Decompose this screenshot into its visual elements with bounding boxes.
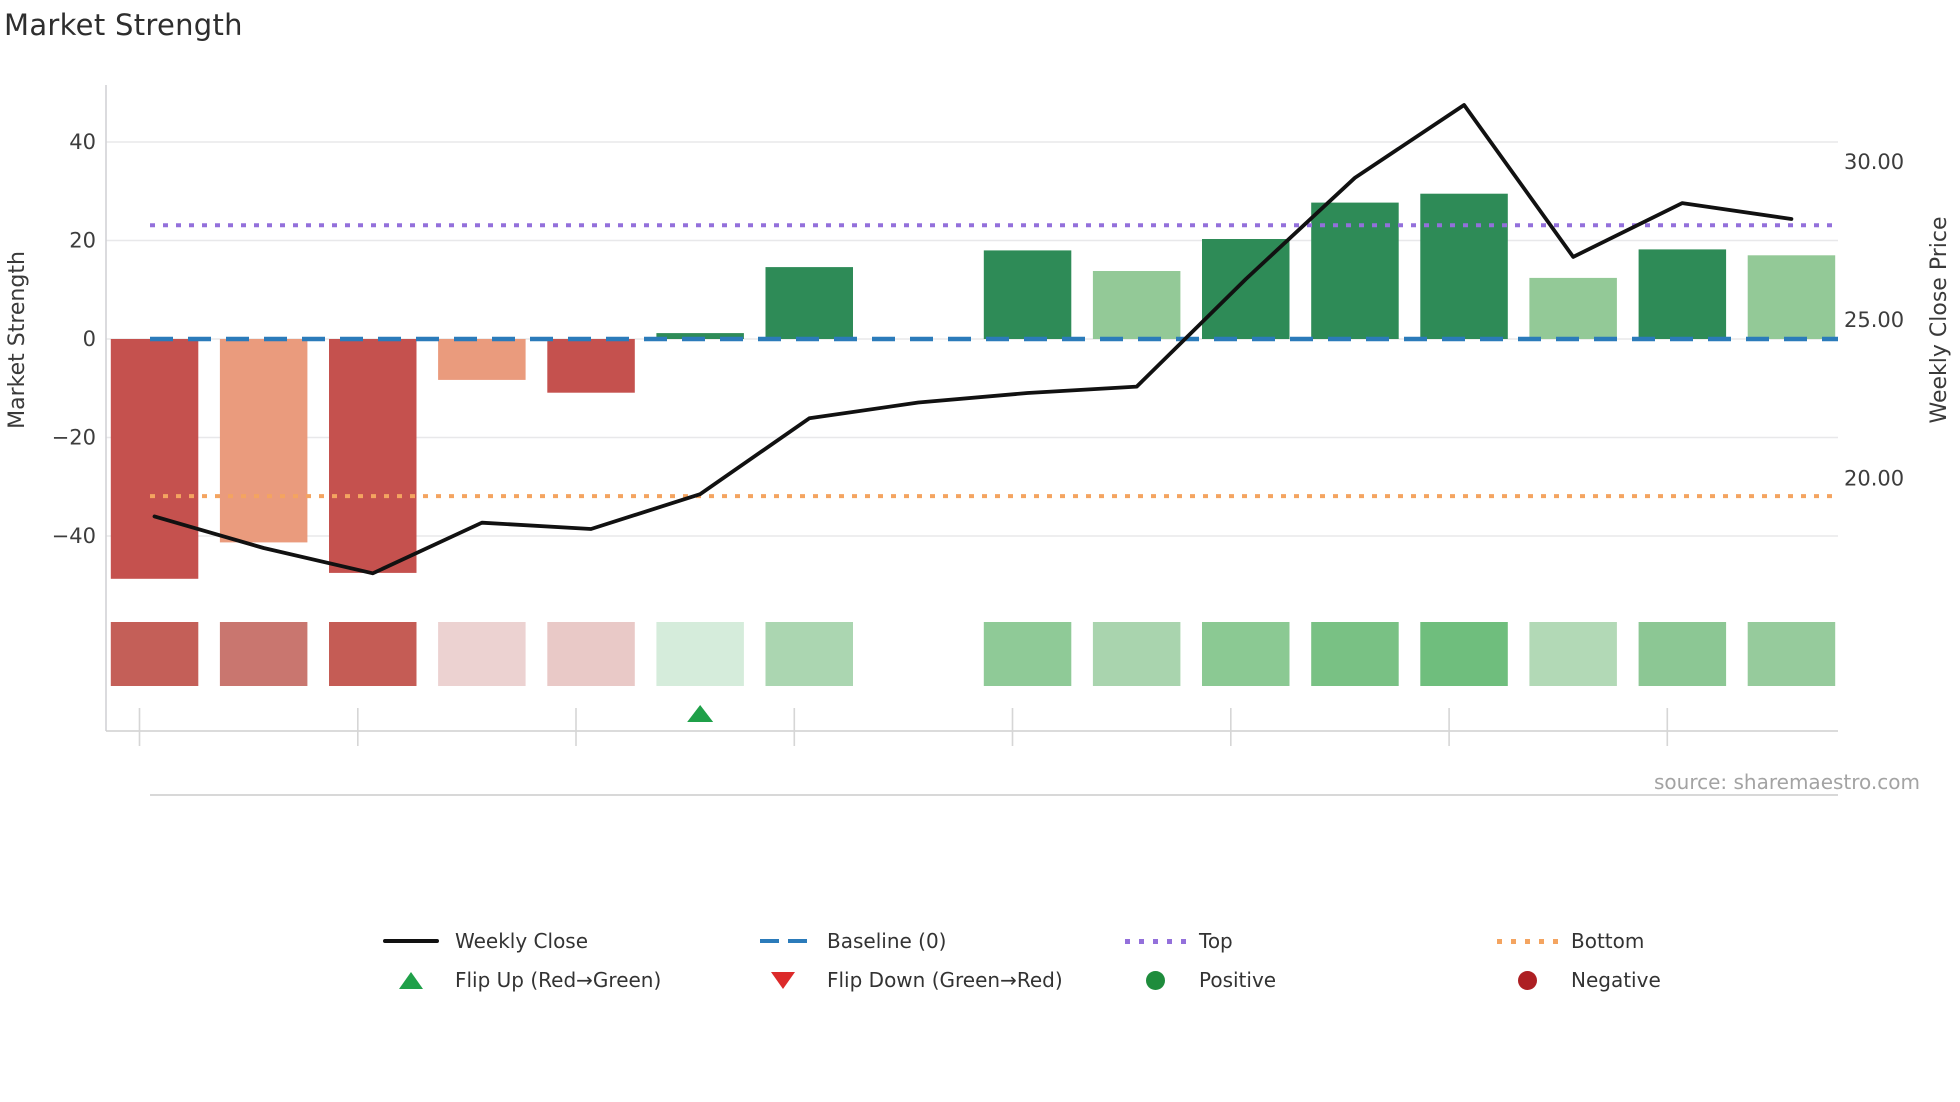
dot-marker-icon bbox=[1496, 970, 1558, 990]
right-axis-title: Weekly Close Price bbox=[1927, 217, 1952, 424]
strength-bar bbox=[765, 267, 853, 339]
heatmap-cell bbox=[1529, 622, 1617, 686]
dotted-line-icon bbox=[1124, 938, 1186, 944]
dot-marker-icon bbox=[1124, 970, 1186, 990]
heatmap-cell bbox=[983, 622, 1072, 686]
heatmap-cell bbox=[219, 622, 308, 686]
flip-up-triangle-icon bbox=[380, 971, 442, 989]
strength-bar bbox=[219, 339, 308, 543]
left-axis-tick-label: 40 bbox=[69, 130, 96, 154]
left-axis-title: Market Strength bbox=[5, 251, 30, 429]
strength-bar bbox=[547, 339, 635, 393]
legend-label: Baseline (0) bbox=[827, 929, 947, 953]
legend-label: Flip Up (Red→Green) bbox=[455, 968, 662, 992]
heatmap-cell bbox=[656, 622, 744, 686]
legend-item: Baseline (0) bbox=[752, 926, 946, 956]
flip-down-triangle-icon bbox=[752, 971, 814, 989]
strength-bar bbox=[329, 339, 417, 573]
legend-label: Top bbox=[1199, 929, 1233, 953]
heatmap-cell bbox=[438, 622, 526, 686]
heatmap-cell bbox=[1092, 622, 1181, 686]
heatmap-cell bbox=[110, 622, 199, 686]
heatmap-cell bbox=[1311, 622, 1399, 686]
source-credit: source: sharemaestro.com bbox=[1654, 770, 1920, 794]
strength-bar bbox=[1311, 202, 1399, 339]
strength-bar bbox=[983, 250, 1072, 339]
heatmap-cell bbox=[1202, 622, 1290, 686]
strength-bar bbox=[1202, 239, 1290, 339]
strength-bar bbox=[656, 333, 744, 339]
strength-bar bbox=[1420, 193, 1508, 339]
right-axis-tick-label: 25.00 bbox=[1844, 308, 1904, 332]
weekly-close-line bbox=[152, 103, 1794, 576]
right-axis-tick-label: 30.00 bbox=[1844, 150, 1904, 174]
legend-label: Positive bbox=[1199, 968, 1277, 992]
left-axis-tick-label: −20 bbox=[52, 426, 96, 450]
heatmap-cell bbox=[1747, 622, 1836, 686]
page-title: Market Strength bbox=[4, 8, 243, 42]
dotted-line-icon bbox=[1496, 938, 1558, 944]
heatmap-cell bbox=[1420, 622, 1508, 686]
baseline-dash-icon bbox=[752, 938, 814, 944]
legend-item: Negative bbox=[1496, 965, 1661, 995]
heatmap-cell bbox=[765, 622, 853, 686]
strength-bar bbox=[438, 339, 526, 380]
legend-item: Flip Up (Red→Green) bbox=[380, 965, 661, 995]
legend-label: Bottom bbox=[1571, 929, 1645, 953]
heatmap-cell bbox=[329, 622, 417, 686]
left-axis-tick-label: −40 bbox=[52, 524, 96, 548]
strength-bar bbox=[1747, 255, 1836, 339]
left-axis-tick-label: 20 bbox=[69, 229, 96, 253]
right-axis-tick-label: 20.00 bbox=[1844, 466, 1904, 490]
legend-item: Flip Down (Green→Red) bbox=[752, 965, 1063, 995]
flip-up-marker bbox=[687, 705, 714, 722]
strength-bar bbox=[1638, 249, 1727, 339]
legend-label: Negative bbox=[1571, 968, 1661, 992]
heatmap-cell bbox=[1638, 622, 1727, 686]
left-axis-tick-label: 0 bbox=[83, 327, 96, 351]
legend-label: Weekly Close bbox=[455, 929, 589, 953]
heatmap-cell bbox=[547, 622, 635, 686]
legend-item: Top bbox=[1124, 926, 1233, 956]
legend-label: Flip Down (Green→Red) bbox=[827, 968, 1063, 992]
strength-bar bbox=[1529, 277, 1617, 339]
legend-item: Positive bbox=[1124, 965, 1276, 995]
strength-bar bbox=[110, 339, 199, 579]
strength-bar bbox=[1092, 271, 1181, 339]
legend-item: Weekly Close bbox=[380, 926, 588, 956]
weekly-close-line-icon bbox=[380, 939, 442, 943]
legend-item: Bottom bbox=[1496, 926, 1644, 956]
